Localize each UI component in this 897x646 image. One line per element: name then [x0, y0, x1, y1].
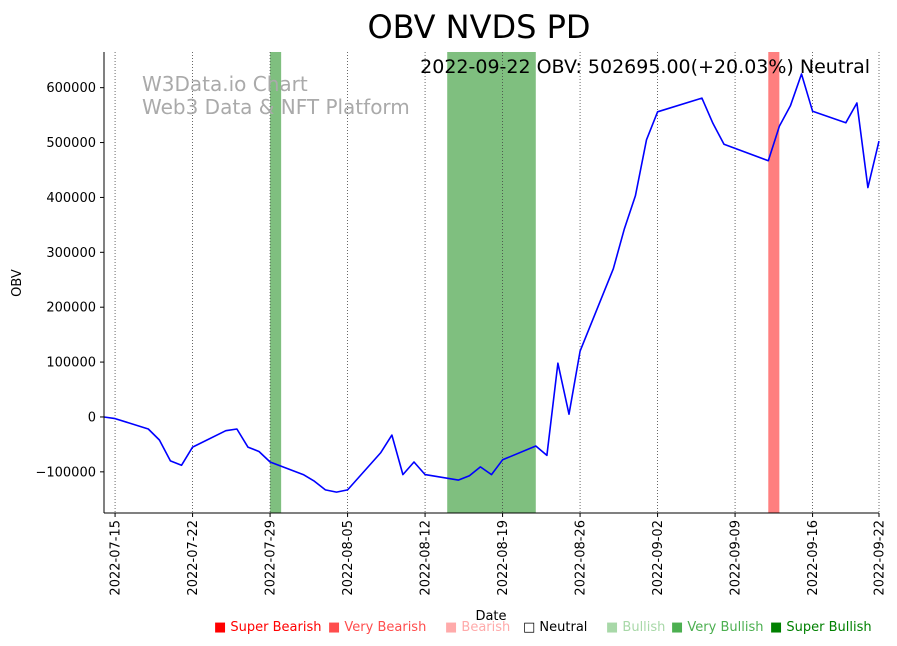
x-tick-label: 2022-07-29 [264, 520, 279, 596]
x-tick-label: 2022-08-05 [341, 520, 356, 596]
legend-very-bearish: ■ Very Bearish [328, 620, 427, 635]
obv-line [103, 73, 880, 493]
legend-bullish: ■ Bullish [606, 620, 666, 635]
x-ticks: 2022-07-15 2022-07-22 2022-07-29 2022-08-05… [109, 513, 888, 596]
watermark-line-1: W3Data.io Chart [142, 72, 308, 96]
vertical-gridlines [114, 52, 880, 513]
x-tick-label: 2022-07-22 [186, 520, 201, 596]
legend-bearish: ■ Bearish [445, 620, 511, 635]
y-ticks: −100000 0 100000 200000 300000 400000 500000 60… [35, 81, 104, 480]
x-tick-label: 2022-09-22 [873, 520, 888, 596]
signal-regions [270, 52, 780, 513]
y-tick-label: 600000 [46, 81, 96, 96]
y-tick-label: −100000 [35, 465, 96, 480]
x-axis-label: Date [475, 609, 506, 624]
legend-super-bullish: ■ Super Bullish [770, 620, 872, 635]
signal-region-1 [447, 52, 536, 513]
watermark-line-2: Web3 Data & NFT Platform [142, 95, 410, 119]
legend-neutral: □ Neutral [523, 620, 588, 635]
y-tick-label: 0 [88, 410, 96, 425]
chart-annotation: 2022-09-22 OBV: 502695.00(+20.03%) Neutr… [420, 56, 870, 78]
obv-series [103, 73, 880, 493]
y-tick-label: 100000 [46, 356, 96, 371]
legend-super-bearish: ■ Super Bearish [214, 620, 322, 635]
y-tick-label: 200000 [46, 301, 96, 316]
signal-region-2 [768, 52, 780, 513]
x-tick-label: 2022-08-19 [496, 520, 511, 596]
x-tick-label: 2022-09-09 [729, 520, 744, 596]
x-tick-label: 2022-09-02 [651, 520, 666, 596]
signal-legend: ■ Super Bearish ■ Very Bearish ■ Bearish… [0, 620, 897, 640]
x-tick-label: 2022-08-12 [419, 520, 434, 596]
x-tick-label: 2022-08-26 [574, 520, 589, 596]
y-axis-label: OBV [10, 269, 25, 297]
chart-title: OBV NVDS PD [367, 8, 590, 46]
x-tick-label: 2022-07-15 [109, 520, 124, 596]
x-tick-label: 2022-09-16 [806, 520, 821, 596]
signal-region-0 [270, 52, 282, 513]
y-tick-label: 300000 [46, 246, 96, 261]
y-tick-label: 400000 [46, 191, 96, 206]
y-tick-label: 500000 [46, 136, 96, 151]
legend-very-bullish: ■ Very Bullish [671, 620, 764, 635]
axes [103, 52, 879, 514]
